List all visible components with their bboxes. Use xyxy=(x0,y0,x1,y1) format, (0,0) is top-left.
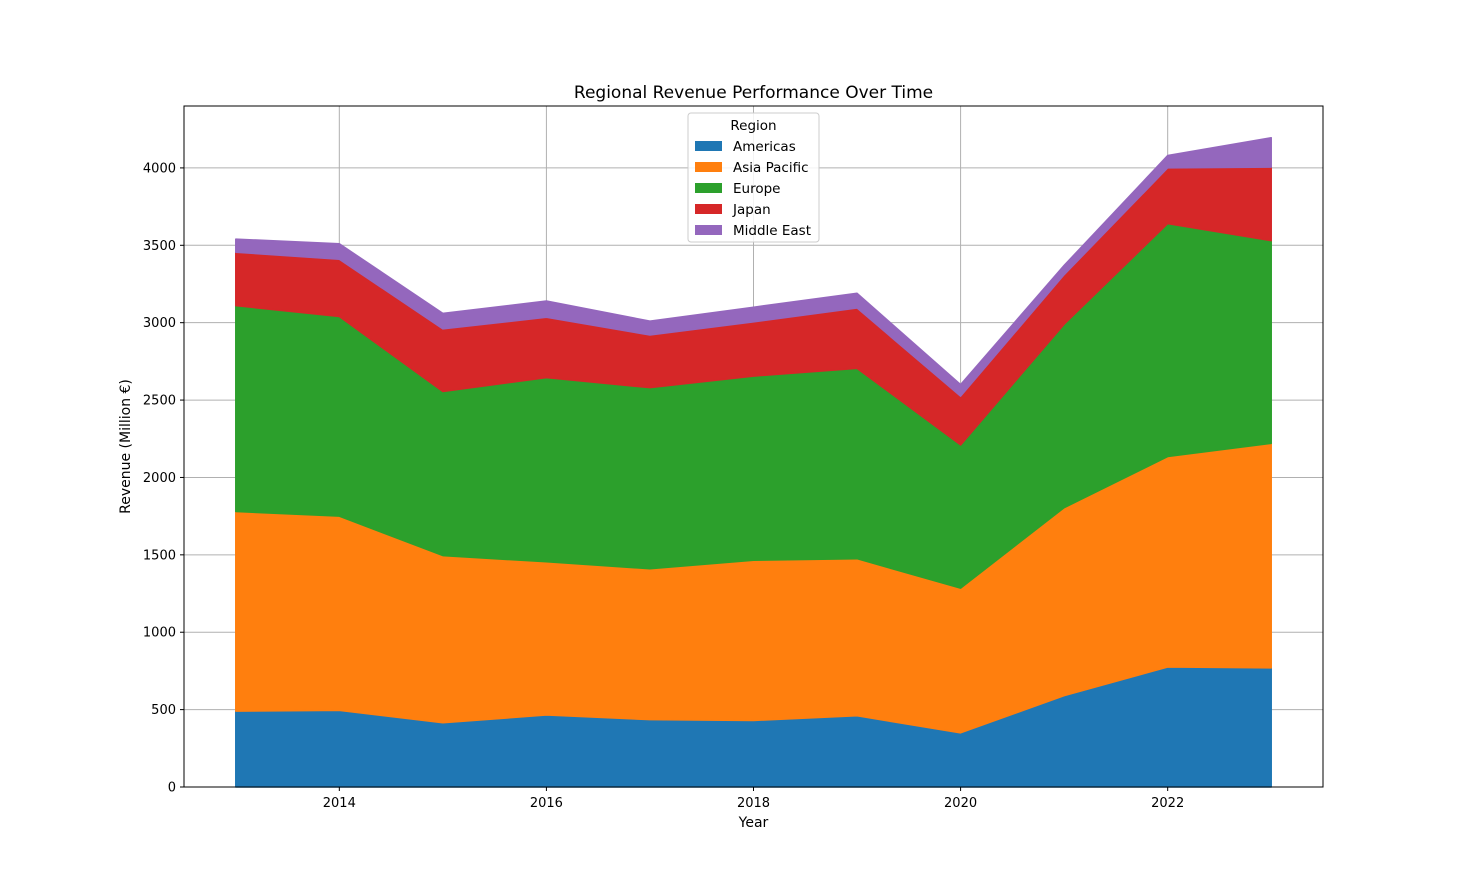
legend-label-asia-pacific: Asia Pacific xyxy=(733,160,809,176)
y-tick-label: 2000 xyxy=(143,471,176,486)
legend-label-japan: Japan xyxy=(732,202,771,218)
chart-title: Regional Revenue Performance Over Time xyxy=(574,83,933,103)
plot-areas xyxy=(235,136,1272,788)
legend-label-americas: Americas xyxy=(733,139,796,155)
legend-label-middle-east: Middle East xyxy=(733,223,811,239)
y-tick-label: 4000 xyxy=(143,161,176,176)
x-tick-label: 2018 xyxy=(737,796,770,811)
legend-label-europe: Europe xyxy=(733,181,780,197)
legend-swatch-asia-pacific xyxy=(695,162,722,172)
x-tick-label: 2016 xyxy=(530,796,563,811)
area-middle-east xyxy=(235,136,1272,397)
x-tick-label: 2022 xyxy=(1151,796,1184,811)
y-axis-label: Revenue (Million €) xyxy=(118,379,134,514)
x-tick-label: 2020 xyxy=(944,796,977,811)
legend-swatch-japan xyxy=(695,204,722,214)
x-tick-label: 2014 xyxy=(323,796,356,811)
axis-ticks: 2014 2016 2018 2020 2022 0 500 1000 1500 2000 2500… xyxy=(143,161,1184,811)
legend: Region Americas Asia Pacific Europe Japan Mid… xyxy=(687,112,820,243)
y-tick-label: 1000 xyxy=(143,626,176,641)
y-tick-label: 3000 xyxy=(143,316,176,331)
y-tick-label: 3500 xyxy=(143,239,176,254)
y-tick-label: 500 xyxy=(151,703,176,718)
y-tick-label: 2500 xyxy=(143,394,176,409)
legend-swatch-americas xyxy=(695,141,722,151)
legend-swatch-europe xyxy=(695,183,722,193)
y-tick-label: 0 xyxy=(168,781,176,796)
x-axis-label: Year xyxy=(738,815,769,831)
legend-swatch-middle-east xyxy=(695,225,722,235)
legend-title: Region xyxy=(730,118,776,134)
y-tick-label: 1500 xyxy=(143,548,176,563)
